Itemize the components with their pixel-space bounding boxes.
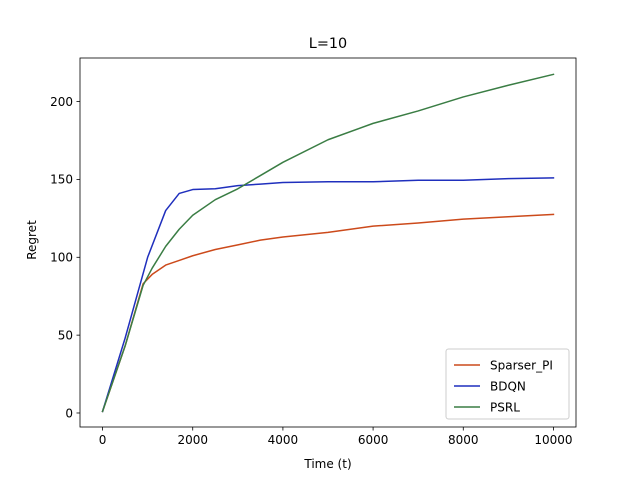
x-tick-label: 10000 bbox=[534, 433, 572, 447]
legend-label: PSRL bbox=[490, 400, 520, 414]
x-tick-label: 4000 bbox=[268, 433, 299, 447]
x-axis-label: Time (t) bbox=[303, 457, 351, 471]
y-tick-label: 150 bbox=[50, 173, 73, 187]
legend: Sparser_PI BDQN PSRL bbox=[445, 348, 570, 420]
legend-box bbox=[445, 348, 570, 420]
x-tick-label: 0 bbox=[99, 433, 107, 447]
x-tick-label: 2000 bbox=[177, 433, 208, 447]
y-tick-label: 50 bbox=[58, 328, 73, 342]
plot-frame bbox=[79, 57, 577, 428]
chart-title: L=10 bbox=[309, 36, 347, 52]
series-line-2 bbox=[101, 73, 555, 413]
series-line-0 bbox=[101, 213, 555, 413]
y-tick-label: 100 bbox=[50, 251, 73, 265]
axes: 0 2000 4000 6000 8000 10000 0 50 100 150 200 bbox=[50, 57, 577, 447]
y-tick-label: 0 bbox=[65, 406, 73, 420]
legend-label: Sparser_PI bbox=[490, 358, 553, 372]
x-tick-label: 8000 bbox=[448, 433, 479, 447]
y-tick-label: 200 bbox=[50, 95, 73, 109]
x-tick-label: 6000 bbox=[358, 433, 389, 447]
series-line-1 bbox=[101, 177, 555, 413]
legend-label: BDQN bbox=[490, 379, 526, 393]
plot-area bbox=[101, 73, 555, 413]
y-axis-label: Regret bbox=[25, 220, 39, 260]
